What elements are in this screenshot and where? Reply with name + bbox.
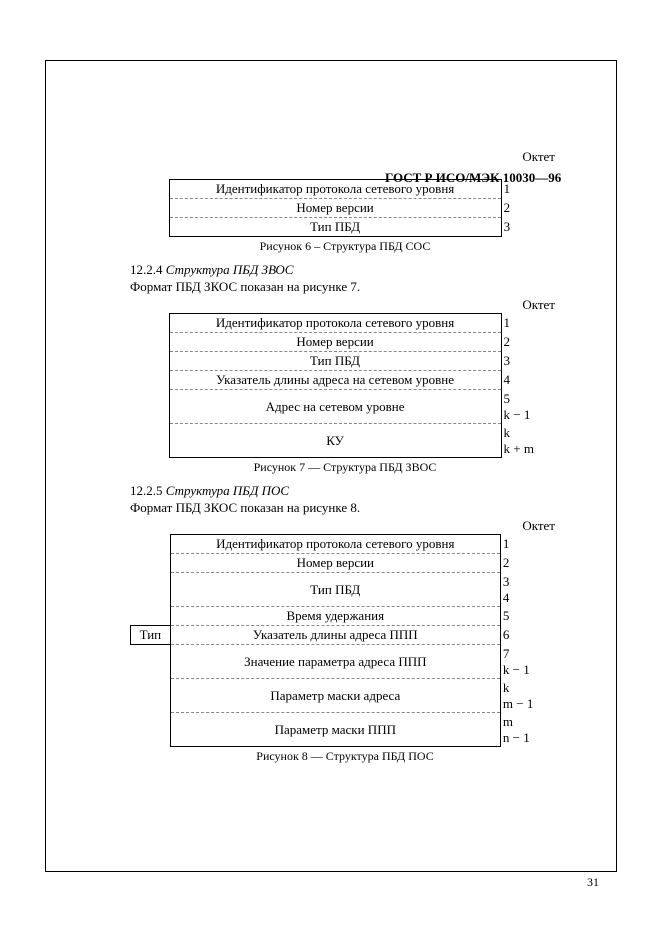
fig8-row-oct: 5 (500, 607, 559, 626)
fig8-row-oct: k m − 1 (500, 679, 559, 713)
fig8-row-field: Параметр маски адреса (170, 679, 500, 713)
page-number: 31 (587, 875, 599, 890)
fig7-row-oct: 4 (501, 371, 560, 390)
fig8-row-oct-a: 7 (503, 646, 510, 661)
fig8-row-field: Значение параметра адреса ППП (170, 645, 500, 679)
section-1225-body: Формат ПБД ЗКОС показан на рисунке 8. (130, 500, 560, 516)
figure6-table: Идентификатор протокола сетевого уровня … (130, 179, 560, 237)
fig8-row-field: Идентификатор протокола сетевого уровня (170, 535, 500, 554)
fig7-row-field: Указатель длины адреса на сетевом уровне (169, 371, 501, 390)
fig6-row-oct: 2 (501, 199, 560, 218)
fig7-row-oct-a: k (504, 425, 511, 440)
section-1224-body: Формат ПБД ЗКОС показан на рисунке 7. (130, 279, 560, 295)
section-title: Структура ПБД ПОС (166, 483, 289, 498)
page: ГОСТ Р ИСО/МЭК 10030—96 Октет Идентифика… (0, 0, 661, 935)
fig8-row-oct: 7 k − 1 (500, 645, 559, 679)
fig7-row-field: Идентификатор протокола сетевого уровня (169, 314, 501, 333)
fig7-row-field: Адрес на сетевом уровне (169, 390, 501, 424)
content: Октет Идентификатор протокола сетевого у… (130, 165, 560, 772)
fig6-row-oct: 1 (501, 180, 560, 199)
fig7-row-oct: k k + m (501, 424, 560, 458)
fig8-row-oct: 3 4 (500, 573, 559, 607)
fig8-row-oct-a: 3 (503, 574, 510, 589)
fig8-row-oct: 2 (500, 554, 559, 573)
fig6-row-field: Идентификатор протокола сетевого уровня (169, 180, 501, 199)
fig8-row-oct-b: n − 1 (503, 730, 530, 745)
figure6-caption: Рисунок 6 – Структура ПБД СОС (130, 239, 560, 254)
fig8-row-oct-a: m (503, 714, 513, 729)
fig8-row-field: Тип ПБД (170, 573, 500, 607)
fig8-row-oct-b: k − 1 (503, 662, 530, 677)
fig8-type-cell: Тип (131, 626, 171, 645)
section-title: Структура ПБД ЗВОС (166, 262, 294, 277)
fig7-row-oct: 2 (501, 333, 560, 352)
figure8-table: Идентификатор протокола сетевого уровня … (130, 534, 560, 747)
fig7-row-oct: 5 k − 1 (501, 390, 560, 424)
fig6-row-field: Номер версии (169, 199, 501, 218)
fig7-row-oct-a: 5 (504, 391, 511, 406)
figure7-table: Идентификатор протокола сетевого уровня … (130, 313, 560, 458)
figure8-caption: Рисунок 8 — Структура ПБД ПОС (130, 749, 560, 764)
fig6-row-field: Тип ПБД (169, 218, 501, 237)
figure7-caption: Рисунок 7 — Структура ПБД ЗВОС (130, 460, 560, 475)
fig7-row-oct: 1 (501, 314, 560, 333)
section-num: 12.2.5 (130, 483, 163, 498)
fig8-row-oct: m n − 1 (500, 713, 559, 747)
fig8-row-field: Время удержания (170, 607, 500, 626)
octet-header-2: Октет (522, 297, 555, 313)
fig8-row-oct-a: k (503, 680, 510, 695)
fig7-row-oct-b: k + m (504, 441, 534, 456)
section-1224-heading: 12.2.4 Структура ПБД ЗВОС (130, 262, 560, 278)
octet-header-1: Октет (522, 149, 555, 165)
fig7-row-field: Тип ПБД (169, 352, 501, 371)
fig8-row-oct-b: 4 (503, 590, 510, 605)
fig7-row-field: КУ (169, 424, 501, 458)
fig8-row-field: Параметр маски ППП (170, 713, 500, 747)
fig8-row-oct: 6 (500, 626, 559, 645)
fig7-row-oct-b: k − 1 (504, 407, 531, 422)
fig8-row-field: Указатель длины адреса ППП (170, 626, 500, 645)
fig6-row-oct: 3 (501, 218, 560, 237)
fig7-row-oct: 3 (501, 352, 560, 371)
fig8-row-oct-b: m − 1 (503, 696, 533, 711)
fig8-row-oct: 1 (500, 535, 559, 554)
octet-header-3: Октет (522, 518, 555, 534)
fig7-row-field: Номер версии (169, 333, 501, 352)
section-num: 12.2.4 (130, 262, 163, 277)
section-1225-heading: 12.2.5 Структура ПБД ПОС (130, 483, 560, 499)
fig8-row-field: Номер версии (170, 554, 500, 573)
